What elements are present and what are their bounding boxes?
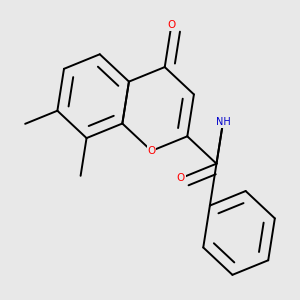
Text: NH: NH [216, 117, 230, 127]
Text: O: O [147, 146, 156, 156]
Text: O: O [177, 173, 185, 183]
Text: O: O [167, 20, 176, 30]
